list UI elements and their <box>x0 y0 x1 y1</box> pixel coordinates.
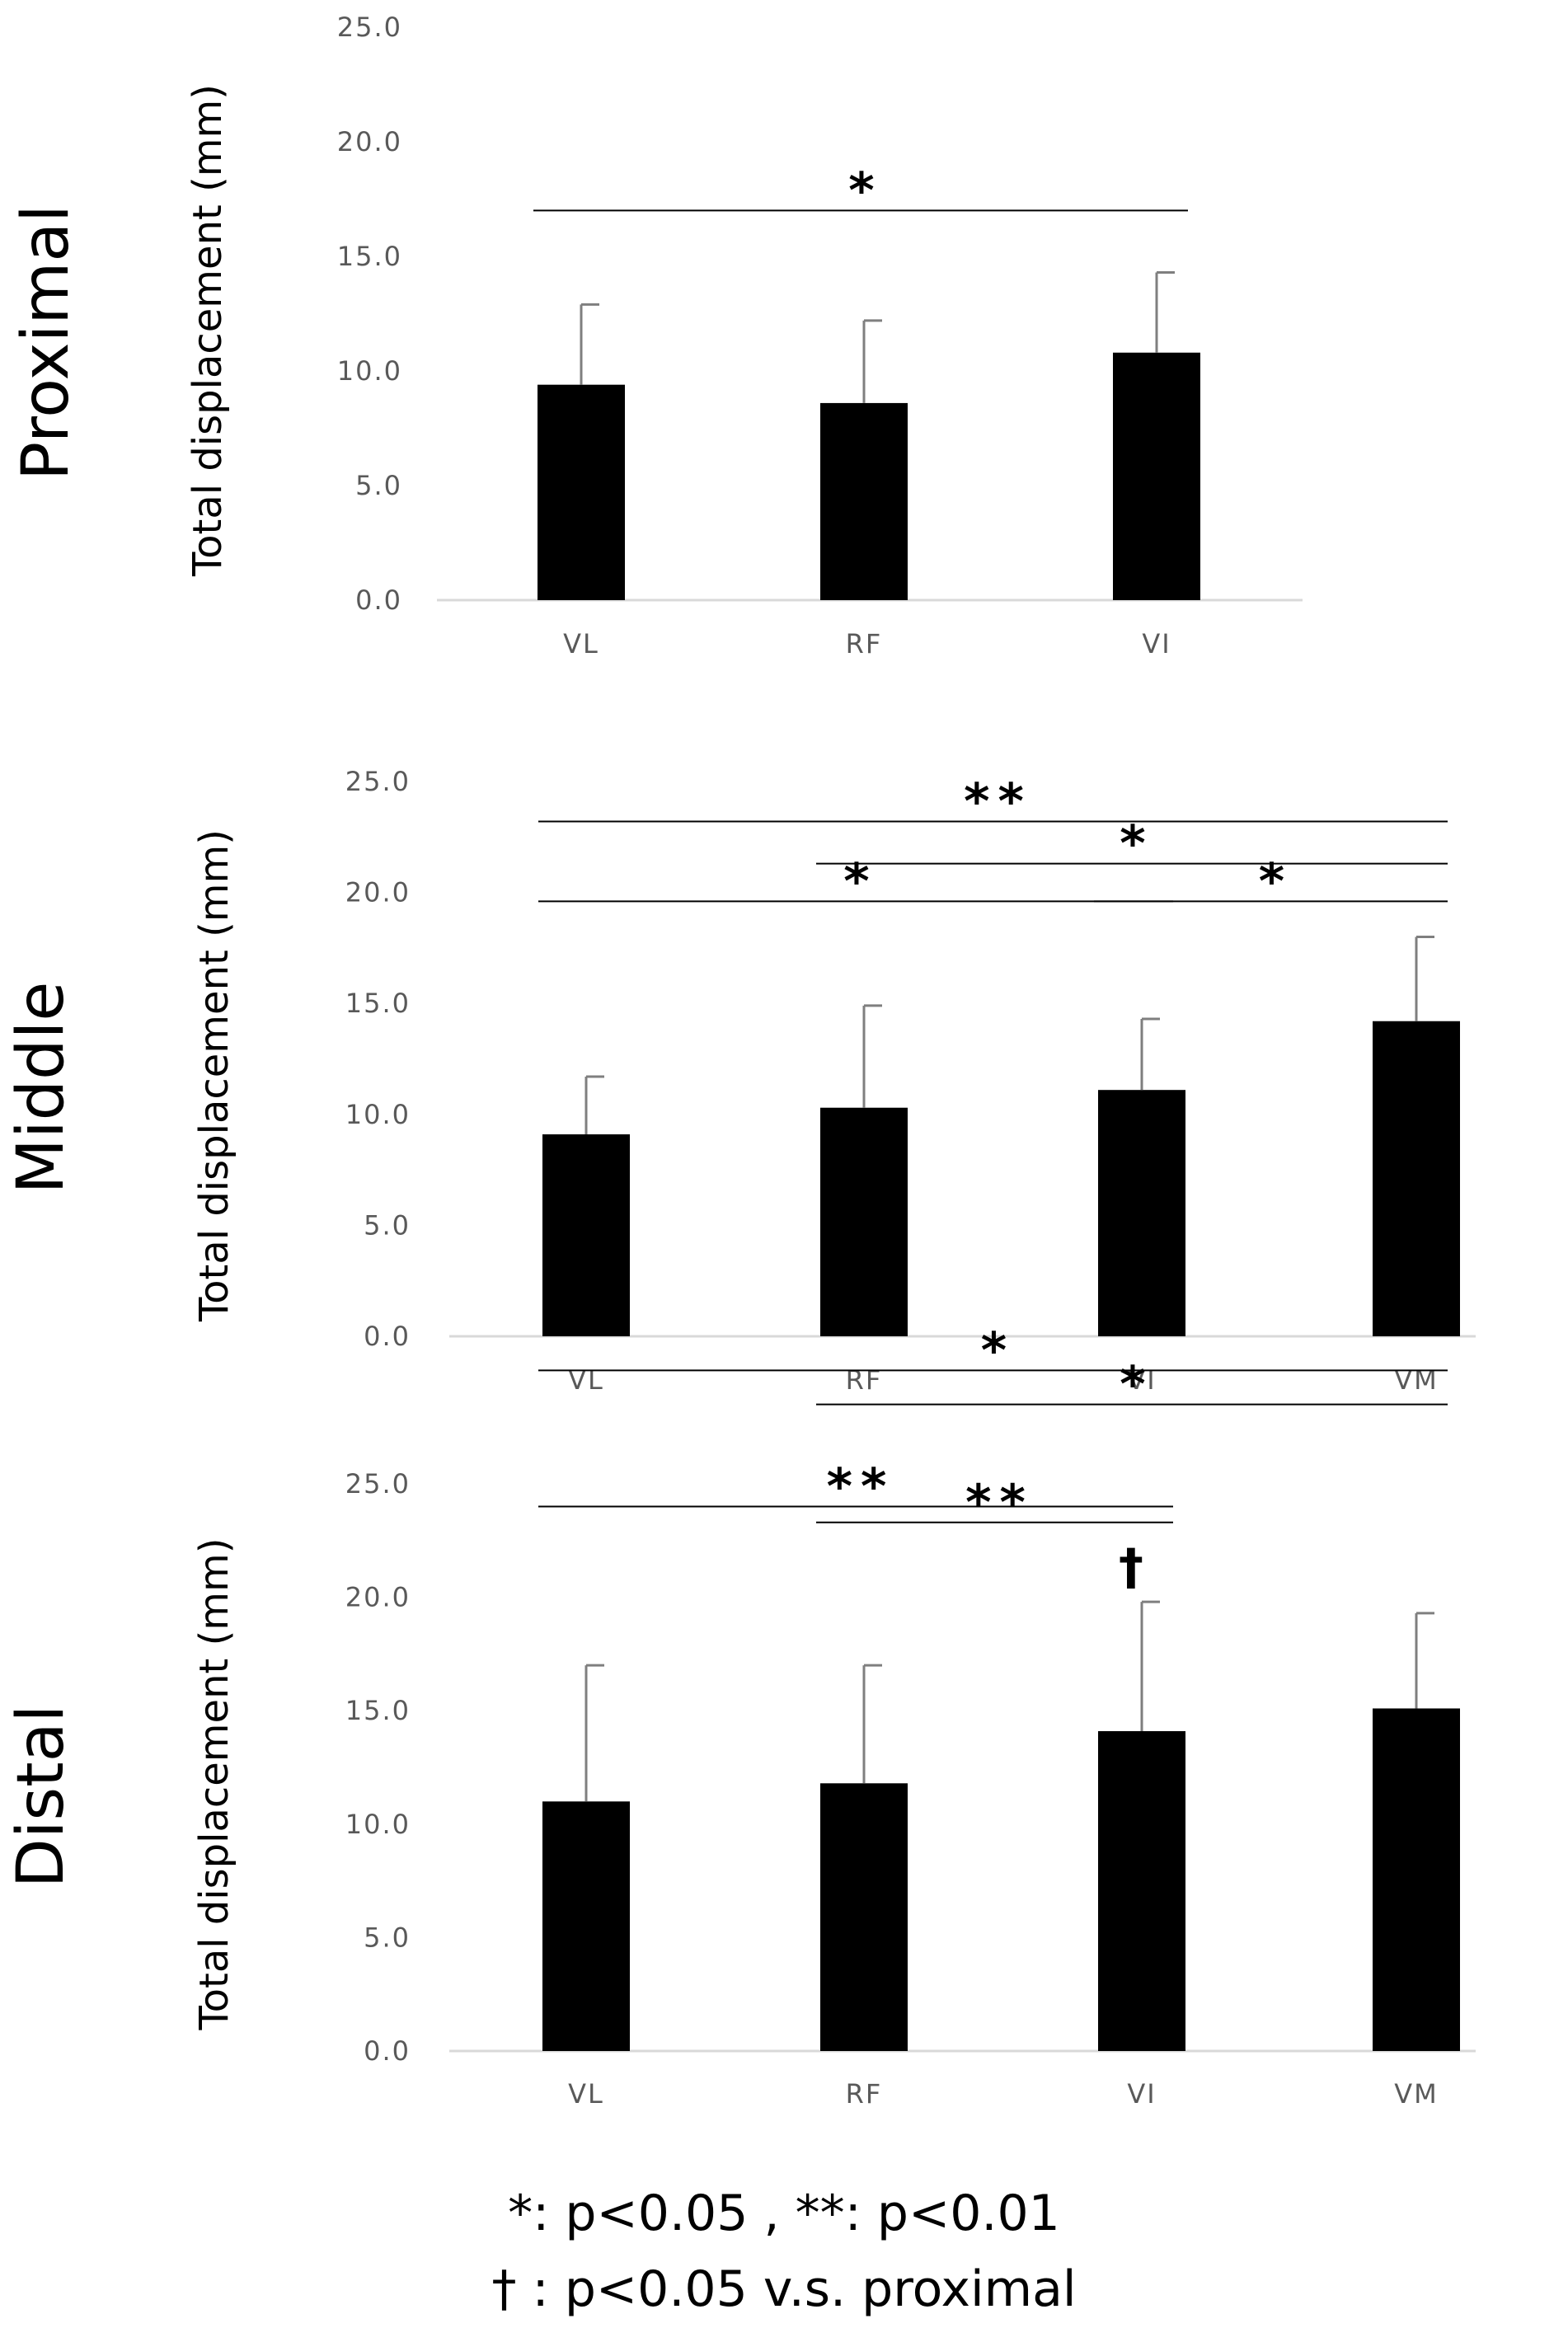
y-tick-label: 15.0 <box>345 1695 411 1726</box>
y-tick-label: 25.0 <box>337 12 402 43</box>
y-tick-label: 20.0 <box>345 1582 411 1613</box>
x-tick-label: VM <box>1394 2078 1439 2110</box>
y-tick-label: 0.0 <box>364 2035 411 2067</box>
bar-rf <box>820 1107 908 1336</box>
bar-vi <box>1098 1090 1185 1336</box>
y-tick-label: 25.0 <box>345 1468 411 1500</box>
x-tick-label: VM <box>1394 1364 1439 1396</box>
middle-chart: 0.0 5.0 10.0 15.0 20.0 25.0 Total displacement… <box>4 766 1476 1396</box>
significance-marker: * <box>1120 815 1153 873</box>
distal-chart: 0.0 5.0 10.0 15.0 20.0 25.0 Total displacement… <box>4 1321 1476 2110</box>
significance-marker: * <box>848 162 882 219</box>
y-tick-label: 20.0 <box>337 126 402 157</box>
y-axis-label: Total displacement (mm) <box>185 84 231 577</box>
bar-vl <box>542 1801 630 2051</box>
x-tick-label: VI <box>1127 2078 1156 2110</box>
x-tick-label: RF <box>846 628 883 659</box>
bar-rf <box>820 402 908 600</box>
bar-vm <box>1373 1021 1460 1336</box>
panel-label: Distal <box>4 1705 78 1888</box>
bar-vi <box>1098 1730 1185 2051</box>
proximal-chart: 0.0 5.0 10.0 15.0 20.0 25.0 Total displacement… <box>9 12 1303 659</box>
bar-vl <box>538 384 625 600</box>
y-tick-label: 5.0 <box>364 1922 411 1953</box>
y-tick-label: 5.0 <box>355 470 402 501</box>
bar-vi <box>1113 352 1200 600</box>
x-tick-label: VL <box>568 2078 604 2110</box>
significance-marker: ** <box>827 1458 895 1516</box>
y-tick-label: 0.0 <box>364 1321 411 1352</box>
bar-vm <box>1373 1708 1460 2051</box>
y-tick-label: 10.0 <box>345 1809 411 1840</box>
y-tick-label: 15.0 <box>345 988 411 1019</box>
y-tick-label: 20.0 <box>345 877 411 908</box>
bar-rf <box>820 1783 908 2051</box>
x-tick-label: VI <box>1127 1364 1156 1396</box>
y-axis-label: Total displacement (mm) <box>191 1537 237 2030</box>
x-tick-label: RF <box>846 1364 883 1396</box>
significance-marker: * <box>1259 852 1293 910</box>
y-tick-label: 0.0 <box>355 584 402 616</box>
significance-marker: * <box>1120 1356 1153 1414</box>
legend-significance: *: p<0.05 , **: p<0.01 <box>508 2185 1060 2242</box>
dagger-marker: † <box>1119 1538 1152 1596</box>
y-axis-label: Total displacement (mm) <box>191 829 237 1322</box>
x-tick-label: VI <box>1142 628 1171 659</box>
y-tick-label: 5.0 <box>364 1209 411 1241</box>
x-tick-label: RF <box>846 2078 883 2110</box>
significance-marker: * <box>843 852 877 910</box>
significance-marker: * <box>981 1321 1015 1379</box>
y-tick-label: 10.0 <box>337 355 402 387</box>
x-tick-label: VL <box>563 628 599 659</box>
panel-label: Proximal <box>9 204 83 481</box>
y-tick-label: 15.0 <box>337 241 402 272</box>
y-tick-label: 25.0 <box>345 766 411 797</box>
legend-dagger: † : p<0.05 v.s. proximal <box>491 2260 1076 2318</box>
significance-marker: ** <box>965 1474 1034 1532</box>
bar-vl <box>542 1134 630 1336</box>
y-tick-label: 10.0 <box>345 1099 411 1130</box>
x-tick-label: VL <box>568 1364 604 1396</box>
panel-label: Middle <box>4 982 78 1195</box>
significance-marker: ** <box>964 772 1032 830</box>
